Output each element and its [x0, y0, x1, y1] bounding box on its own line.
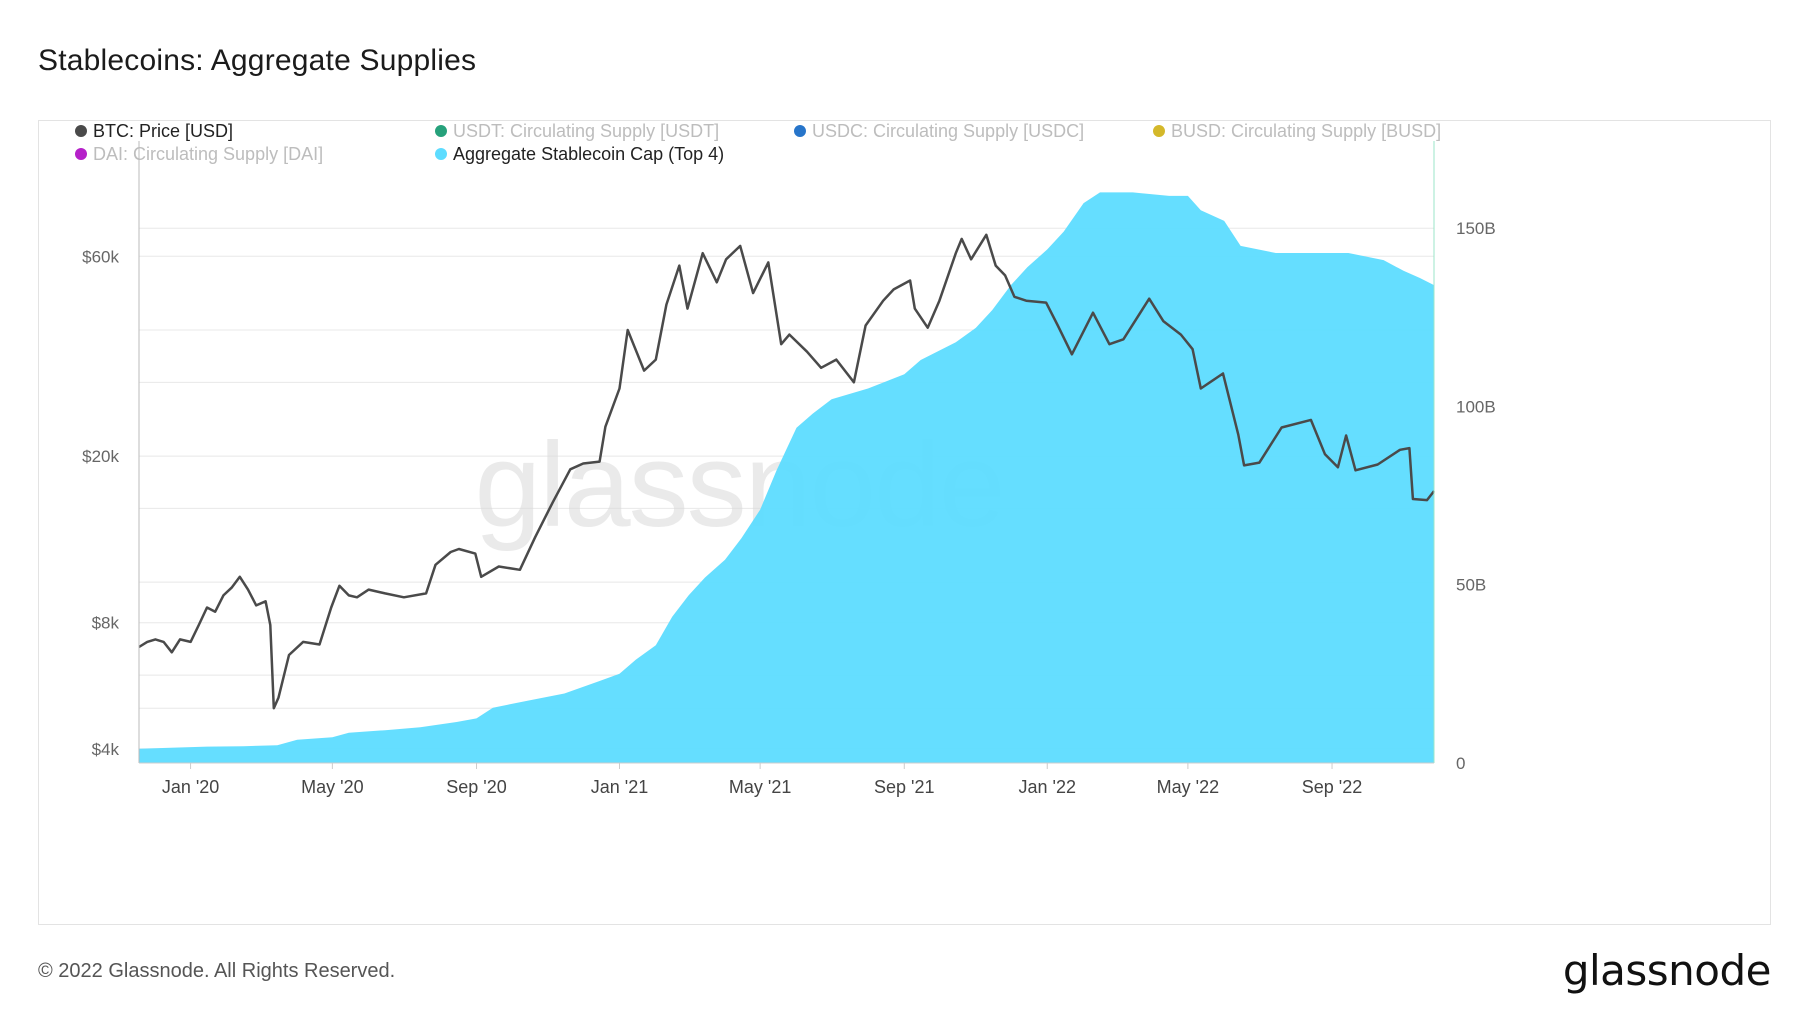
glassnode-logo[interactable]: glassnode — [1562, 946, 1772, 995]
legend-marker — [1153, 125, 1165, 137]
x-tick-label: Sep '20 — [446, 777, 507, 797]
legend-label[interactable]: Aggregate Stablecoin Cap (Top 4) — [453, 144, 724, 164]
x-tick-label: Jan '22 — [1019, 777, 1076, 797]
y-left-tick-label: $60k — [82, 247, 119, 266]
legend-label[interactable]: DAI: Circulating Supply [DAI] — [93, 144, 323, 164]
btc-price-line — [138, 233, 1435, 710]
x-tick-label: May '22 — [1157, 777, 1219, 797]
legend-label[interactable]: BUSD: Circulating Supply [BUSD] — [1171, 121, 1441, 141]
chart-svg: glassnode $4k$8k$20k$60k050B100B150BJan … — [75, 121, 1496, 797]
y-right-tick-label: 100B — [1456, 397, 1496, 416]
chart-frame: glassnode $4k $8k $20k $60k 0 50B 100B 150B Jan … — [38, 120, 1771, 925]
legend-item[interactable]: Aggregate Stablecoin Cap (Top 4) — [435, 144, 724, 164]
legend-label[interactable]: USDT: Circulating Supply [USDT] — [453, 121, 719, 141]
legend-marker — [75, 148, 87, 160]
x-tick-label: May '21 — [729, 777, 791, 797]
y-right-tick-label: 150B — [1456, 219, 1496, 238]
x-tick-label: Jan '20 — [162, 777, 219, 797]
legend-marker — [435, 125, 447, 137]
legend-marker — [794, 125, 806, 137]
legend-label[interactable]: USDC: Circulating Supply [USDC] — [812, 121, 1084, 141]
legend-label[interactable]: BTC: Price [USD] — [93, 121, 233, 141]
y-right-tick-label: 0 — [1456, 754, 1465, 773]
y-left-tick-label: $4k — [92, 740, 120, 759]
legend[interactable]: BTC: Price [USD] USDT: Circulating Supply… — [75, 121, 1441, 164]
y-left-tick-label: $8k — [92, 614, 120, 633]
btc-price-series — [138, 233, 1435, 710]
legend-item[interactable]: DAI: Circulating Supply [DAI] — [75, 144, 323, 164]
y-right-tick-label: 50B — [1456, 576, 1486, 595]
y-left-tick-label: $20k — [82, 447, 119, 466]
x-tick-label: Jan '21 — [591, 777, 648, 797]
aggregate-stablecoin-cap-area — [139, 192, 1434, 763]
aggregate-area-series — [139, 192, 1434, 763]
x-tick-label: Sep '21 — [874, 777, 935, 797]
x-tick-label: May '20 — [301, 777, 363, 797]
legend-item[interactable]: USDC: Circulating Supply [USDC] — [794, 121, 1084, 141]
x-tick-label: Sep '22 — [1302, 777, 1363, 797]
legend-item[interactable]: BUSD: Circulating Supply [BUSD] — [1153, 121, 1441, 141]
legend-marker — [435, 148, 447, 160]
legend-item[interactable]: USDT: Circulating Supply [USDT] — [435, 121, 719, 141]
axes: $4k $8k $20k $60k 0 50B 100B 150B Jan '20 May '20… — [82, 141, 1496, 797]
legend-item[interactable]: BTC: Price [USD] — [75, 121, 233, 141]
copyright-text: © 2022 Glassnode. All Rights Reserved. — [38, 960, 396, 982]
legend-marker — [75, 125, 87, 137]
chart-title: Stablecoins: Aggregate Supplies — [38, 44, 477, 77]
